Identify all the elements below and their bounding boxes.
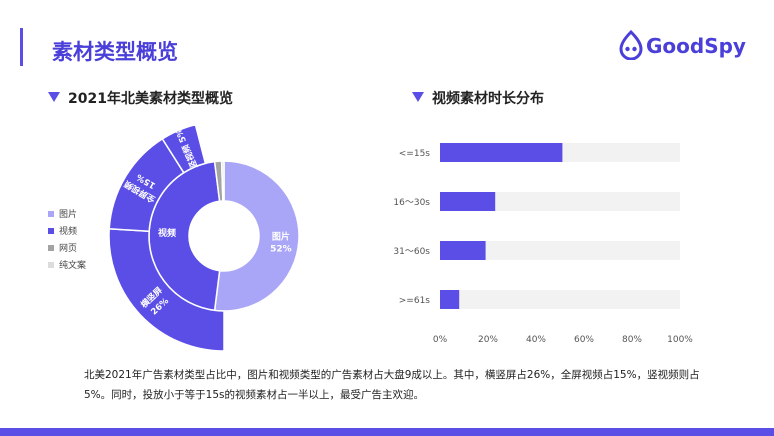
donut-legend: 图片 视频 网页 纯文案 [48, 205, 86, 273]
bar-track [440, 241, 680, 260]
legend-item: 网页 [48, 239, 86, 256]
x-tick-label: 80% [622, 335, 642, 345]
bar-track [440, 290, 680, 309]
bar-category-label: 16～30s [393, 198, 430, 208]
donut-section-title: 2021年北美素材类型概览 [48, 88, 233, 108]
inner-slice-label: 图片 [272, 231, 290, 243]
bar-section-title: 视频素材时长分布 [412, 88, 544, 108]
x-tick-label: 0% [433, 335, 448, 345]
legend-label: 纯文案 [59, 261, 87, 271]
legend-swatch [48, 227, 54, 234]
x-tick-label: 40% [526, 335, 546, 345]
bar-chart-title: 视频素材时长分布 [432, 91, 544, 107]
legend-item: 纯文案 [48, 256, 86, 273]
legend-swatch [48, 261, 54, 268]
outer-slice-竖视频 [161, 123, 207, 174]
legend-swatch [48, 210, 54, 217]
page-title: 素材类型概览 [52, 40, 178, 64]
legend-item: 图片 [48, 205, 86, 222]
x-tick-label: 100% [667, 335, 693, 345]
donut-chart-title: 2021年北美素材类型概览 [68, 91, 233, 107]
bar-category-label: 31～60s [393, 247, 430, 257]
triangle-marker-icon [412, 92, 424, 102]
goodspy-logo-icon [619, 29, 643, 61]
x-tick-label: 60% [574, 335, 594, 345]
bottom-band [0, 428, 774, 436]
bar-track [440, 192, 680, 211]
triangle-marker-icon [48, 92, 60, 102]
goodspy-logo: GoodSpy [618, 29, 748, 62]
outer-slice-横竖屏 [108, 227, 225, 352]
summary-text: 北美2021年广告素材类型占比中，图片和视频类型的广告素材占大盘9成以上。其中，… [84, 369, 700, 401]
brand-name: GoodSpy [646, 34, 746, 58]
bar-31～60s [440, 241, 486, 260]
bar->=61s [440, 290, 460, 309]
inner-slice-label: 视频 [158, 227, 176, 239]
x-tick-label: 20% [478, 335, 498, 345]
inner-slice-value: 52% [270, 245, 292, 255]
title-accent-bar [20, 28, 23, 66]
donut-slice-图片 [213, 160, 300, 312]
bar-category-label: <=15s [399, 149, 431, 159]
bar-chart: <=15s 16～30s 31～60s >=61s 0% 20% 40% 60% 80% 100% [393, 143, 693, 345]
bar-category-label: >=61s [399, 296, 431, 306]
donut-slice-纯文案 [220, 160, 225, 202]
bar-16～30s [440, 192, 496, 211]
legend-label: 图片 [59, 210, 78, 220]
legend-label: 视频 [59, 227, 78, 237]
legend-item: 视频 [48, 222, 86, 239]
legend-label: 网页 [59, 244, 78, 254]
legend-swatch [48, 244, 54, 251]
bar-<=15s [440, 143, 563, 162]
